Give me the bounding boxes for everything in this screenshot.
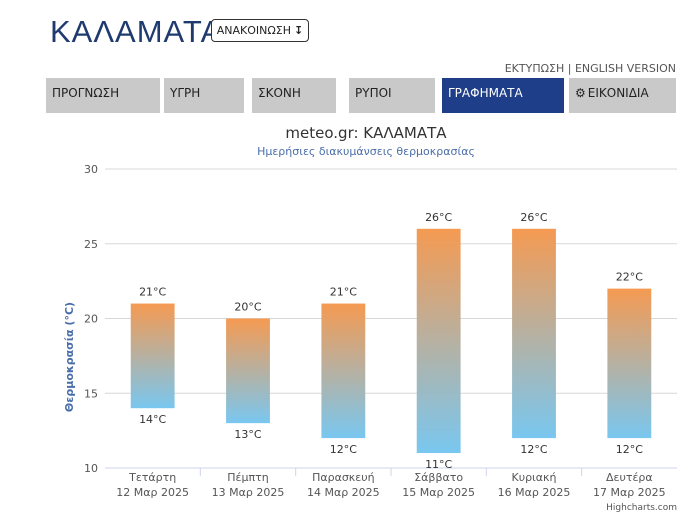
tab-dust[interactable]: ΣΚΟΝΗ bbox=[252, 78, 336, 113]
x-tick-date-label: 15 Μαρ 2025 bbox=[402, 486, 475, 499]
tab-label: ΠΡΟΓΝΩΣΗ bbox=[52, 86, 120, 100]
tab-pollutants[interactable]: ΡΥΠΟΙ bbox=[349, 78, 435, 113]
tab-label: ΡΥΠΟΙ bbox=[355, 86, 392, 100]
y-axis-title: Θερμοκρασία (°C) bbox=[63, 302, 76, 412]
x-tick-day-label: Πέμπτη bbox=[227, 471, 268, 484]
min-temp-label: 12°C bbox=[330, 443, 357, 456]
tab-label: ΓΡΑΦΗΜΑΤΑ bbox=[448, 86, 523, 100]
grid-lines bbox=[105, 168, 677, 469]
tab-forecast[interactable]: ΠΡΟΓΝΩΣΗ bbox=[46, 78, 160, 113]
temperature-range-bar[interactable] bbox=[607, 288, 652, 439]
max-temp-label: 20°C bbox=[234, 301, 261, 314]
y-tick-label: 10 bbox=[84, 462, 98, 475]
x-tick-date-label: 17 Μαρ 2025 bbox=[593, 486, 666, 499]
max-temp-label: 21°C bbox=[139, 286, 166, 299]
y-tick-label: 30 bbox=[84, 163, 98, 176]
chart-title: meteo.gr: ΚΑΛΑΜΑΤΑ bbox=[285, 124, 447, 142]
x-tick-day-label: Κυριακή bbox=[512, 471, 557, 484]
temperature-range-bar[interactable] bbox=[226, 318, 270, 424]
english-version-link[interactable]: ENGLISH VERSION bbox=[574, 62, 676, 75]
x-tick-day-label: Τετάρτη bbox=[128, 471, 176, 484]
max-temp-label: 26°C bbox=[425, 211, 452, 224]
y-axis-labels: 10 15 20 25 30 bbox=[84, 163, 98, 475]
x-axis-labels: Τετάρτη 12 Μαρ 2025 Πέμπτη 13 Μαρ 2025 Παρασ… bbox=[116, 468, 666, 499]
x-tick-day-label: Παρασκευή bbox=[312, 471, 375, 484]
temperature-chart: meteo.gr: ΚΑΛΑΜΑΤΑ Ημερήσιες διακυμάνσει… bbox=[63, 124, 677, 513]
gear-icon: ⚙ bbox=[575, 86, 586, 100]
min-temp-label: 11°C bbox=[425, 458, 452, 471]
chart-credits[interactable]: Highcharts.com bbox=[606, 503, 677, 513]
max-temp-label: 21°C bbox=[330, 286, 357, 299]
max-temp-label: 22°C bbox=[616, 271, 643, 284]
page-title: ΚΑΛΑΜΑΤΑ bbox=[50, 14, 223, 49]
print-link[interactable]: ΕΚΤΥΠΩΣΗ bbox=[504, 62, 565, 75]
min-temp-label: 13°C bbox=[234, 428, 261, 441]
y-tick-label: 25 bbox=[84, 238, 98, 251]
x-tick-date-label: 13 Μαρ 2025 bbox=[212, 486, 285, 499]
tab-label: ΣΚΟΝΗ bbox=[258, 86, 301, 100]
tab-label: ΕΙΚΟΝΙΔΙΑ bbox=[587, 86, 649, 100]
tab-humidity[interactable]: ΥΓΡΗ bbox=[164, 78, 244, 113]
tab-icons[interactable]: ⚙ ΕΙΚΟΝΙΔΙΑ bbox=[569, 78, 676, 113]
min-temp-label: 12°C bbox=[520, 443, 547, 456]
tab-graphs[interactable]: ΓΡΑΦΗΜΑΤΑ bbox=[442, 78, 564, 113]
announcement-button[interactable]: ΑΝΑΚΟΙΝΩΣΗ ↧ bbox=[211, 19, 309, 42]
max-temp-label: 26°C bbox=[520, 211, 547, 224]
y-tick-label: 20 bbox=[84, 313, 98, 326]
x-tick-date-label: 16 Μαρ 2025 bbox=[498, 486, 571, 499]
temperature-range-bar[interactable] bbox=[130, 303, 175, 409]
temperature-range-bar[interactable] bbox=[512, 228, 556, 439]
x-tick-date-label: 12 Μαρ 2025 bbox=[116, 486, 189, 499]
y-tick-label: 15 bbox=[84, 387, 98, 400]
min-temp-label: 14°C bbox=[139, 413, 166, 426]
x-tick-date-label: 14 Μαρ 2025 bbox=[307, 486, 380, 499]
x-tick-day-label: Δευτέρα bbox=[606, 471, 653, 484]
arrow-down-icon: ↧ bbox=[294, 24, 304, 37]
main-tabs: ΠΡΟΓΝΩΣΗ ΥΓΡΗ ΣΚΟΝΗ ΡΥΠΟΙ ΓΡΑΦΗΜΑΤΑ ⚙ ΕΙΚ… bbox=[46, 78, 676, 113]
bar-series: 21°C 14°C 20°C 13°C 21°C 12°C 26°C 11°C 26°C 12°C… bbox=[130, 211, 652, 471]
temperature-range-bar[interactable] bbox=[321, 303, 366, 439]
announcement-label: ΑΝΑΚΟΙΝΩΣΗ bbox=[216, 24, 292, 37]
chart-subtitle: Ημερήσιες διακυμάνσεις θερμοκρασίας bbox=[257, 145, 475, 158]
x-tick-day-label: Σάββατο bbox=[414, 471, 463, 484]
link-separator: | bbox=[564, 62, 575, 75]
min-temp-label: 12°C bbox=[616, 443, 643, 456]
top-links: ΕΚΤΥΠΩΣΗ | ENGLISH VERSION bbox=[505, 62, 676, 75]
tab-label: ΥΓΡΗ bbox=[170, 86, 201, 100]
temperature-range-bar[interactable] bbox=[416, 228, 461, 454]
